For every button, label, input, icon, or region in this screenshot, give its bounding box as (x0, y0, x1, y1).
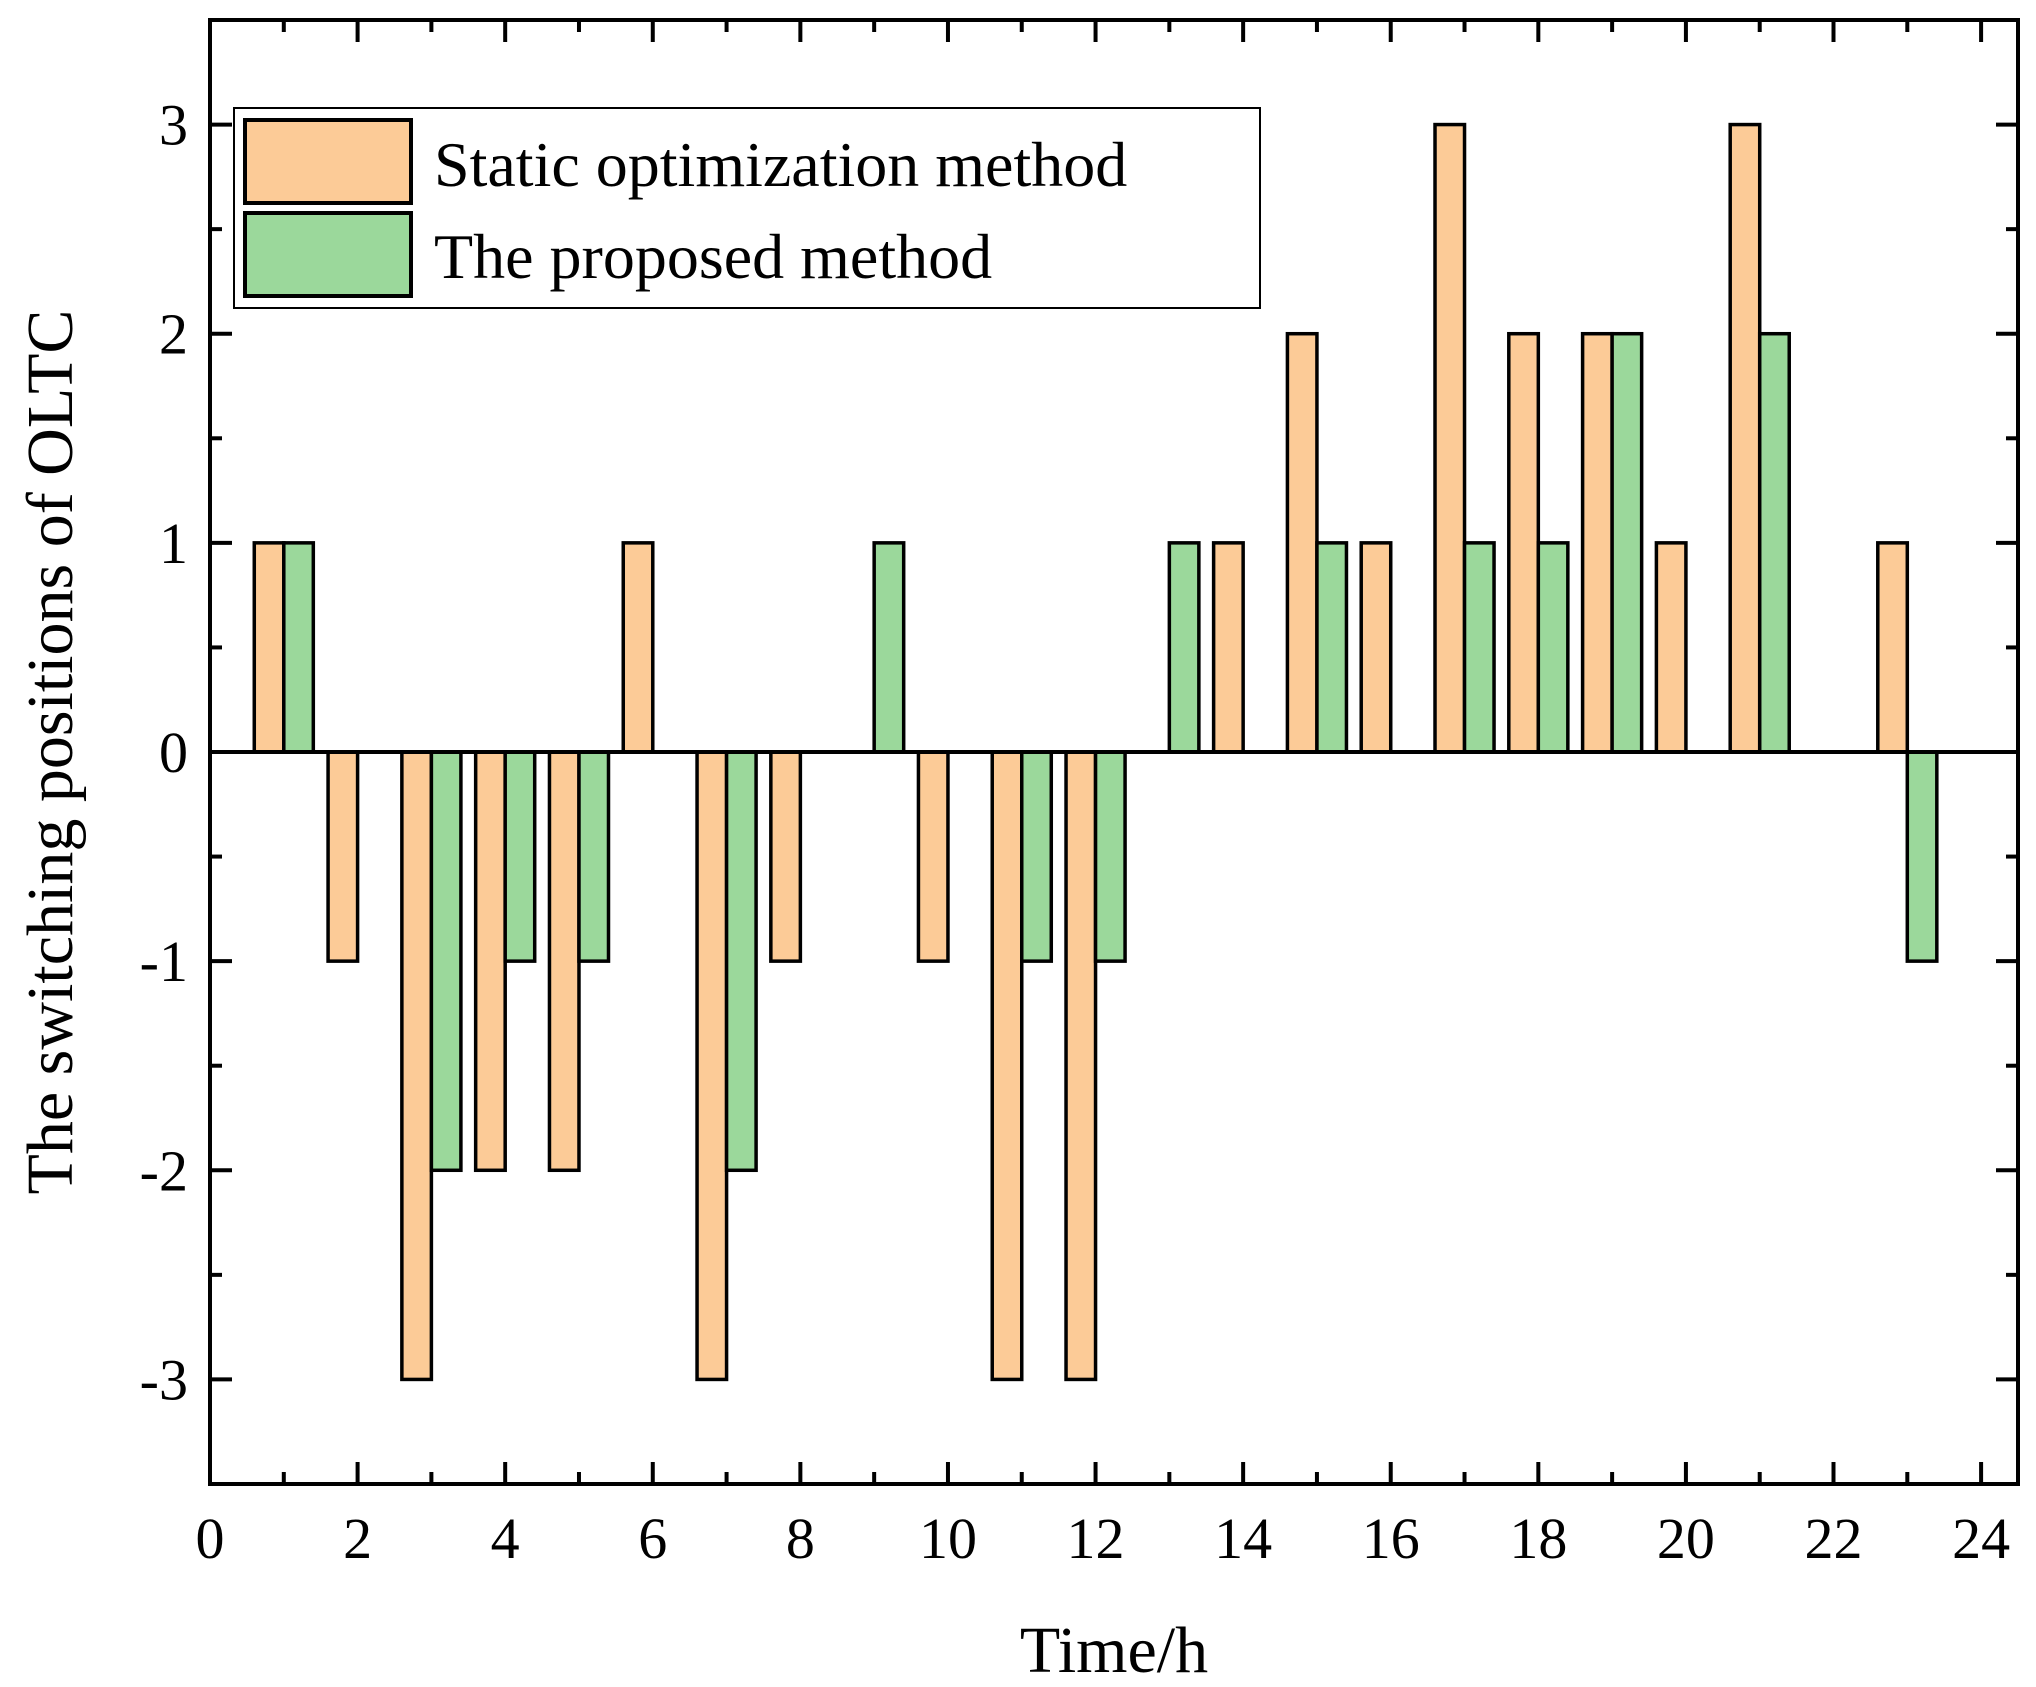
bar-proposed-t9 (872, 541, 906, 754)
bar-static-t19 (1580, 331, 1614, 754)
bar-proposed-t5 (577, 750, 611, 963)
bar-static-t21 (1728, 122, 1762, 754)
x-tick-label: 20 (1657, 1506, 1715, 1571)
bar-static-t20 (1654, 541, 1688, 754)
x-tick-label: 6 (638, 1506, 667, 1571)
bar-proposed-t23 (1905, 750, 1939, 963)
x-tick-label: 16 (1362, 1506, 1420, 1571)
bar-static-t17 (1433, 122, 1467, 754)
x-tick-label: 2 (343, 1506, 372, 1571)
legend-swatch-proposed (243, 211, 413, 298)
bar-proposed-t1 (282, 541, 316, 754)
x-tick-label: 4 (491, 1506, 520, 1571)
bar-static-t1 (252, 541, 286, 754)
legend-label-proposed: The proposed method (434, 221, 992, 292)
y-tick-label: 0 (159, 720, 188, 785)
x-axis-title: Time/h (1020, 1614, 1208, 1687)
y-tick-label: -3 (140, 1347, 188, 1412)
bar-static-t18 (1507, 331, 1541, 754)
bar-static-t23 (1876, 541, 1910, 754)
bar-proposed-t7 (724, 750, 758, 1173)
x-tick-label: 18 (1509, 1506, 1567, 1571)
bar-static-t6 (621, 541, 655, 754)
bar-proposed-t21 (1757, 331, 1791, 754)
y-tick-label: 1 (159, 511, 188, 576)
bar-static-t2 (326, 750, 360, 963)
x-tick-label: 12 (1067, 1506, 1125, 1571)
bar-proposed-t17 (1462, 541, 1496, 754)
x-tick-label: 24 (1952, 1506, 2010, 1571)
x-tick-label: 10 (919, 1506, 977, 1571)
legend-label-static: Static optimization method (434, 129, 1127, 200)
y-axis-title: The switching positions of OLTC (14, 310, 87, 1195)
bar-proposed-t4 (503, 750, 537, 963)
x-tick-label: 14 (1214, 1506, 1272, 1571)
bar-static-t14 (1211, 541, 1245, 754)
bar-static-t5 (547, 750, 581, 1173)
bars-layer (252, 122, 1939, 1382)
bar-proposed-t15 (1315, 541, 1349, 754)
x-tick-label: 8 (786, 1506, 815, 1571)
bar-proposed-t3 (429, 750, 463, 1173)
bar-static-t12 (1064, 750, 1098, 1382)
x-tick-label: 0 (196, 1506, 225, 1571)
bar-static-t16 (1359, 541, 1393, 754)
bar-static-t10 (916, 750, 950, 963)
legend-swatch-static (243, 118, 413, 205)
y-tick-label: 3 (159, 93, 188, 158)
bar-static-t15 (1285, 331, 1319, 754)
bar-proposed-t12 (1093, 750, 1127, 963)
bar-static-t7 (695, 750, 729, 1382)
bar-proposed-t19 (1610, 331, 1644, 754)
bar-static-t3 (400, 750, 434, 1382)
legend: Static optimization method The proposed … (233, 107, 1261, 309)
y-tick-label: -2 (140, 1138, 188, 1203)
y-tick-label: 2 (159, 302, 188, 367)
bar-proposed-t11 (1020, 750, 1054, 963)
bar-proposed-t13 (1167, 541, 1201, 754)
x-tick-label: 22 (1805, 1506, 1863, 1571)
bar-proposed-t18 (1536, 541, 1570, 754)
bar-static-t4 (473, 750, 507, 1173)
y-tick-label: -1 (140, 929, 188, 994)
bar-static-t11 (990, 750, 1024, 1382)
bar-static-t8 (769, 750, 803, 963)
